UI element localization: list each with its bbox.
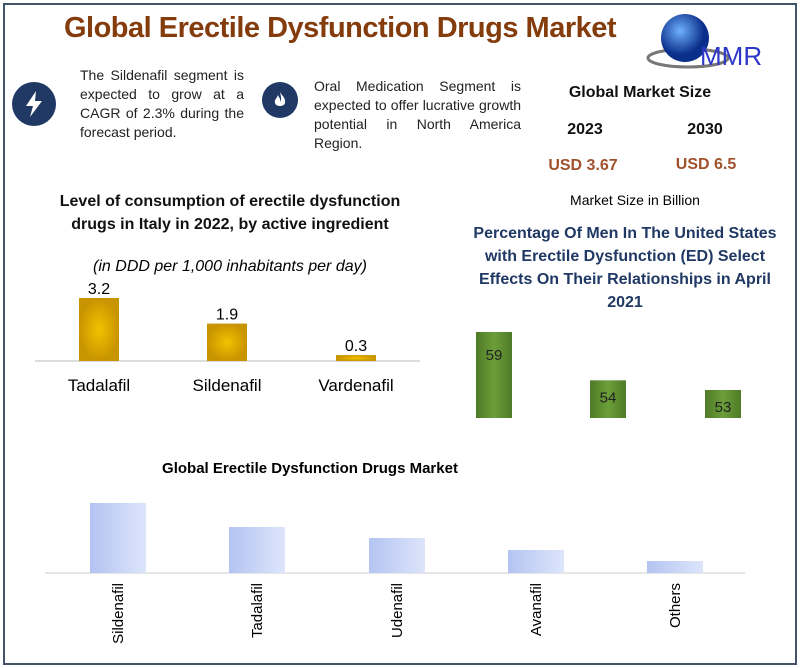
value-2030: USD 6.5 [675, 156, 737, 173]
category-label: Others [667, 583, 684, 628]
bar-others [647, 561, 703, 573]
sildenafil-highlight: The Sildenafil segment is expected to gr… [80, 67, 244, 140]
year-2030: 2030 [687, 121, 723, 138]
bar [590, 380, 626, 418]
data-label: 0.3 [345, 338, 367, 355]
page-title: Global Erectile Dysfunction Drugs Market [63, 12, 617, 44]
value-2023: USD 3.67 [548, 157, 618, 174]
bar [476, 332, 512, 418]
bar [705, 390, 741, 418]
category-label: Avanafil [528, 583, 545, 636]
data-label: 59 [486, 347, 503, 364]
bar-avanafil [508, 550, 564, 573]
us-chart-title: Percentage Of Men In The United States w… [473, 225, 777, 311]
oral-medication-highlight: Oral Medication Segment is expected to o… [314, 78, 521, 151]
italy-chart: 3.2 Tadalafil 1.9 Sildenafil 0.3 Vardenafil [35, 281, 420, 395]
italy-chart-title: Level of consumption of erectile dysfunc… [59, 193, 401, 233]
flame-icon [262, 82, 298, 118]
mmr-logo: MMR [640, 8, 790, 78]
lightning-icon [12, 82, 56, 126]
category-label: Udenafil [389, 583, 406, 638]
bar-tadalafil [79, 298, 119, 361]
global-chart: Sildenafil Tadalafil Udenafil Avanafil Other… [45, 503, 745, 644]
bar-udenafil [369, 538, 425, 573]
bar-sildenafil [90, 503, 146, 573]
bar-vardenafil [336, 355, 376, 361]
data-label: 1.9 [216, 307, 238, 324]
global-chart-title: Global Erectile Dysfunction Drugs Market [162, 460, 458, 477]
data-label: 3.2 [88, 281, 110, 298]
category-label: Tadalafil [249, 583, 266, 638]
us-chart: 59 54 53 [476, 332, 741, 418]
frame [3, 3, 797, 665]
data-label: 53 [715, 399, 732, 416]
category-label: Tadalafil [68, 376, 130, 395]
bar-sildenafil [207, 323, 247, 361]
category-label: Sildenafil [110, 583, 127, 644]
data-label: 54 [600, 389, 617, 406]
category-label: Sildenafil [193, 376, 262, 395]
logo-text: MMR [700, 41, 762, 71]
category-label: Vardenafil [318, 376, 393, 395]
bar-tadalafil [229, 527, 285, 573]
market-size-heading: Global Market Size [568, 84, 712, 101]
italy-chart-subtitle: (in DDD per 1,000 inhabitants per day) [93, 258, 367, 275]
year-2023: 2023 [567, 121, 603, 138]
market-size-unit: Market Size in Billion [570, 192, 700, 208]
